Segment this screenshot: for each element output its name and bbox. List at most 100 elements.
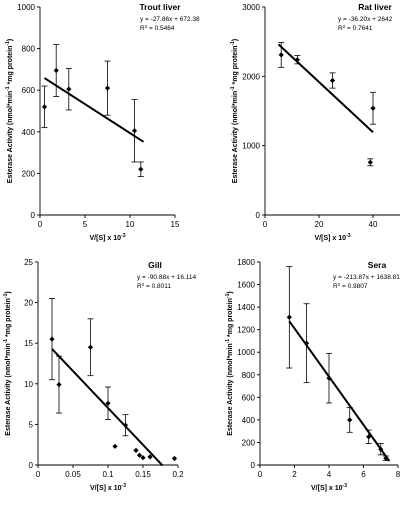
x-tick-label: 0 bbox=[258, 470, 263, 479]
data-point bbox=[131, 128, 138, 134]
data-point bbox=[329, 77, 336, 84]
regression-equation: y = -90.88x + 16.114 bbox=[137, 274, 197, 281]
x-axis-label: V/[S] x 10-3 bbox=[311, 483, 347, 492]
data-point bbox=[136, 452, 143, 458]
y-tick-label: 1400 bbox=[237, 303, 255, 312]
x-tick-label: 4 bbox=[327, 470, 332, 479]
x-axis-label: V/[S] x 10-3 bbox=[315, 233, 351, 242]
data-point bbox=[122, 422, 129, 428]
x-tick-label: 0.2 bbox=[172, 470, 184, 479]
data-point bbox=[378, 446, 384, 452]
data-point bbox=[104, 85, 111, 91]
y-tick-label: 600 bbox=[22, 86, 36, 95]
x-axis-label: V/[S] x 10-3 bbox=[90, 233, 126, 242]
panel-title: Sera bbox=[368, 260, 387, 270]
data-point bbox=[133, 447, 139, 453]
y-tick-label: 1600 bbox=[237, 281, 255, 290]
data-point bbox=[367, 159, 373, 165]
y-tick-label: 1000 bbox=[17, 3, 35, 12]
x-tick-label: 2 bbox=[292, 470, 297, 479]
y-tick-label: 5 bbox=[29, 420, 34, 429]
data-point bbox=[138, 166, 144, 172]
y-tick-label: 400 bbox=[242, 416, 256, 425]
y-tick-label: 200 bbox=[242, 438, 256, 447]
x-tick-label: 15 bbox=[171, 220, 180, 229]
regression-equation: y = -27.86x + 672.38 bbox=[140, 16, 200, 23]
x-tick-label: 6 bbox=[361, 470, 366, 479]
x-tick-label: 10 bbox=[126, 220, 135, 229]
x-tick-label: 20 bbox=[315, 220, 324, 229]
y-tick-label: 0 bbox=[31, 211, 36, 220]
y-tick-label: 15 bbox=[24, 339, 33, 348]
y-tick-label: 800 bbox=[242, 371, 256, 380]
regression-line bbox=[277, 43, 374, 133]
data-point bbox=[347, 417, 353, 423]
y-tick-label: 800 bbox=[22, 45, 36, 54]
data-point bbox=[41, 104, 48, 110]
data-point bbox=[49, 336, 55, 342]
data-point bbox=[171, 455, 178, 462]
y-tick-label: 1800 bbox=[237, 258, 255, 267]
data-point bbox=[140, 455, 146, 461]
y-axis-label: Esterase Activity (nmol*min-1 *mg protei… bbox=[3, 291, 12, 435]
y-tick-label: 20 bbox=[24, 299, 33, 308]
r-squared-label: R2 = 0.7641 bbox=[338, 24, 373, 33]
data-point bbox=[366, 434, 372, 440]
data-point bbox=[326, 375, 332, 381]
regression-equation: y = -213.87x + 1638.81 bbox=[333, 274, 400, 281]
data-point bbox=[147, 454, 153, 460]
data-point bbox=[112, 443, 118, 449]
y-tick-label: 25 bbox=[24, 258, 33, 267]
data-point bbox=[286, 314, 292, 320]
x-axis-label: V/[S] x 10-3 bbox=[90, 483, 126, 492]
x-tick-label: 0 bbox=[36, 470, 41, 479]
data-point bbox=[303, 340, 310, 346]
panel-title: Rat liver bbox=[358, 2, 392, 12]
regression-line bbox=[288, 320, 391, 462]
y-tick-label: 1200 bbox=[237, 326, 255, 335]
data-point bbox=[105, 400, 111, 406]
x-tick-label: 8 bbox=[396, 470, 401, 479]
x-tick-label: 0 bbox=[263, 220, 268, 229]
y-axis-label: Esterase Activity (nmol*min-1 *mg protei… bbox=[5, 39, 14, 183]
y-tick-label: 10 bbox=[24, 380, 33, 389]
y-axis-label: Esterase Activity (nmol*min-1 *mg protei… bbox=[230, 39, 239, 183]
data-point bbox=[278, 52, 284, 58]
y-tick-label: 0 bbox=[251, 461, 256, 470]
regression-line bbox=[43, 77, 145, 143]
r-squared-label: R2 = 0.9807 bbox=[333, 282, 368, 291]
x-tick-label: 0 bbox=[38, 220, 43, 229]
panel-title: Gill bbox=[148, 260, 162, 270]
x-tick-label: 5 bbox=[83, 220, 88, 229]
x-tick-label: 0.1 bbox=[102, 470, 114, 479]
data-point bbox=[87, 344, 94, 350]
panel-4: 0 200 400 600 800 1000 1200 1400 1600 1800 0 2 4 6 8 Se… bbox=[225, 258, 401, 492]
regression-equation: y = -36.20x + 2642 bbox=[338, 16, 393, 23]
data-point bbox=[56, 382, 62, 388]
y-tick-label: 1000 bbox=[237, 348, 255, 357]
regression-line bbox=[51, 348, 164, 467]
y-axis-label: Esterase Activity (nmol*min-1 *mg protei… bbox=[225, 291, 234, 435]
y-tick-label: 1000 bbox=[242, 142, 260, 151]
y-tick-label: 0 bbox=[256, 211, 261, 220]
panel-1: 0 200 400 600 800 1000 0 5 10 15 Trout liver y = -2… bbox=[5, 2, 200, 242]
data-point bbox=[294, 57, 300, 63]
y-tick-label: 3000 bbox=[242, 3, 260, 12]
panel-title: Trout liver bbox=[139, 2, 181, 12]
data-point bbox=[383, 455, 389, 461]
y-tick-label: 0 bbox=[29, 461, 34, 470]
y-tick-label: 400 bbox=[22, 128, 36, 137]
data-point bbox=[66, 86, 72, 92]
r-squared-label: R2 = 0.5464 bbox=[140, 24, 175, 33]
panel-2: 0 1000 2000 3000 0 20 40 Rat liver y = -36.20x +… bbox=[230, 2, 400, 242]
data-point bbox=[53, 67, 59, 74]
x-tick-label: 0.05 bbox=[65, 470, 81, 479]
y-tick-label: 200 bbox=[22, 169, 36, 178]
y-tick-label: 2000 bbox=[242, 72, 260, 81]
r-squared-label: R2 = 0.8011 bbox=[137, 282, 171, 291]
y-tick-label: 600 bbox=[242, 393, 256, 402]
data-point bbox=[370, 105, 376, 111]
x-tick-label: 40 bbox=[369, 220, 378, 229]
